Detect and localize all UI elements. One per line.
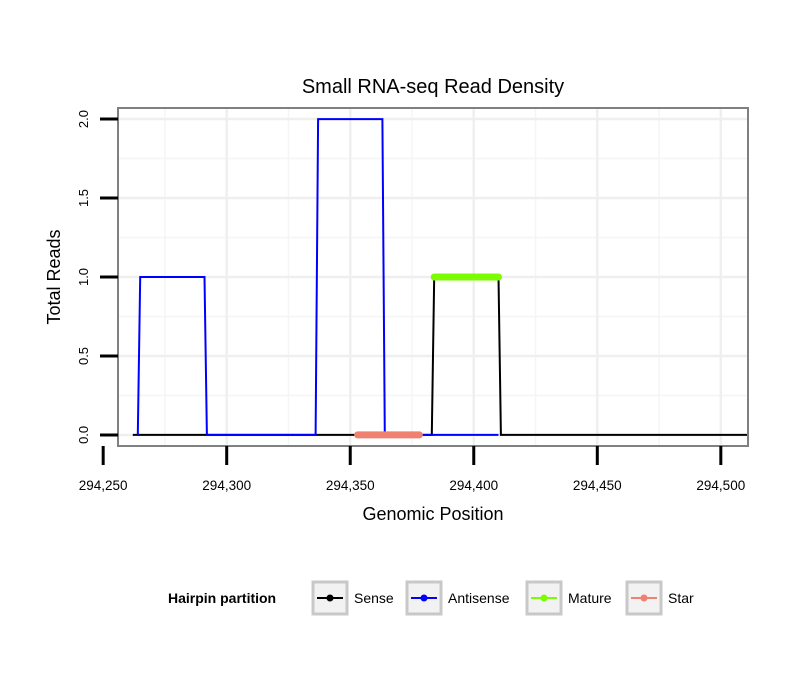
- x-tick-label: 294,300: [202, 478, 251, 493]
- legend-label: Star: [668, 590, 694, 606]
- legend-item-sense: Sense: [311, 580, 394, 616]
- legend-key-dot: [640, 594, 648, 602]
- chart-title: Small RNA-seq Read Density: [302, 76, 564, 98]
- x-tick-label: 294,350: [326, 478, 375, 493]
- x-tick-label: 294,250: [79, 478, 128, 493]
- legend-key-dot: [540, 594, 548, 602]
- x-tick-label: 294,500: [696, 478, 745, 493]
- legend-key-dot: [420, 594, 428, 602]
- legend-label: Sense: [354, 590, 394, 606]
- y-tick-label: 2.0: [76, 110, 91, 128]
- legend-label: Mature: [568, 590, 612, 606]
- x-tick-label: 294,400: [449, 478, 498, 493]
- y-tick-label: 0.5: [76, 347, 91, 365]
- legend-item-mature: Mature: [525, 580, 612, 616]
- y-tick-label: 0.0: [76, 426, 91, 444]
- x-axis: 294,250 294,300 294,350 294,400 294,450 294,5…: [79, 446, 745, 493]
- series-line-antisense: [136, 118, 499, 436]
- legend-label: Antisense: [448, 590, 510, 606]
- y-tick-label: 1.0: [76, 268, 91, 286]
- y-axis: 0.0 0.5 1.0 1.5 2.0: [76, 110, 118, 444]
- y-tick-label: 1.5: [76, 189, 91, 207]
- legend-item-star: Star: [625, 580, 694, 616]
- legend-key-dot: [326, 594, 334, 602]
- x-tick-label: 294,450: [573, 478, 622, 493]
- x-axis-label: Genomic Position: [362, 504, 503, 524]
- legend-items: Sense Antisense Mature Star: [311, 580, 694, 616]
- legend-item-antisense: Antisense: [405, 580, 510, 616]
- y-axis-label: Total Reads: [44, 229, 64, 324]
- legend: Hairpin partition Sense Antisense Mature St…: [168, 580, 694, 616]
- series-layer: [132, 118, 748, 439]
- legend-title: Hairpin partition: [168, 590, 276, 606]
